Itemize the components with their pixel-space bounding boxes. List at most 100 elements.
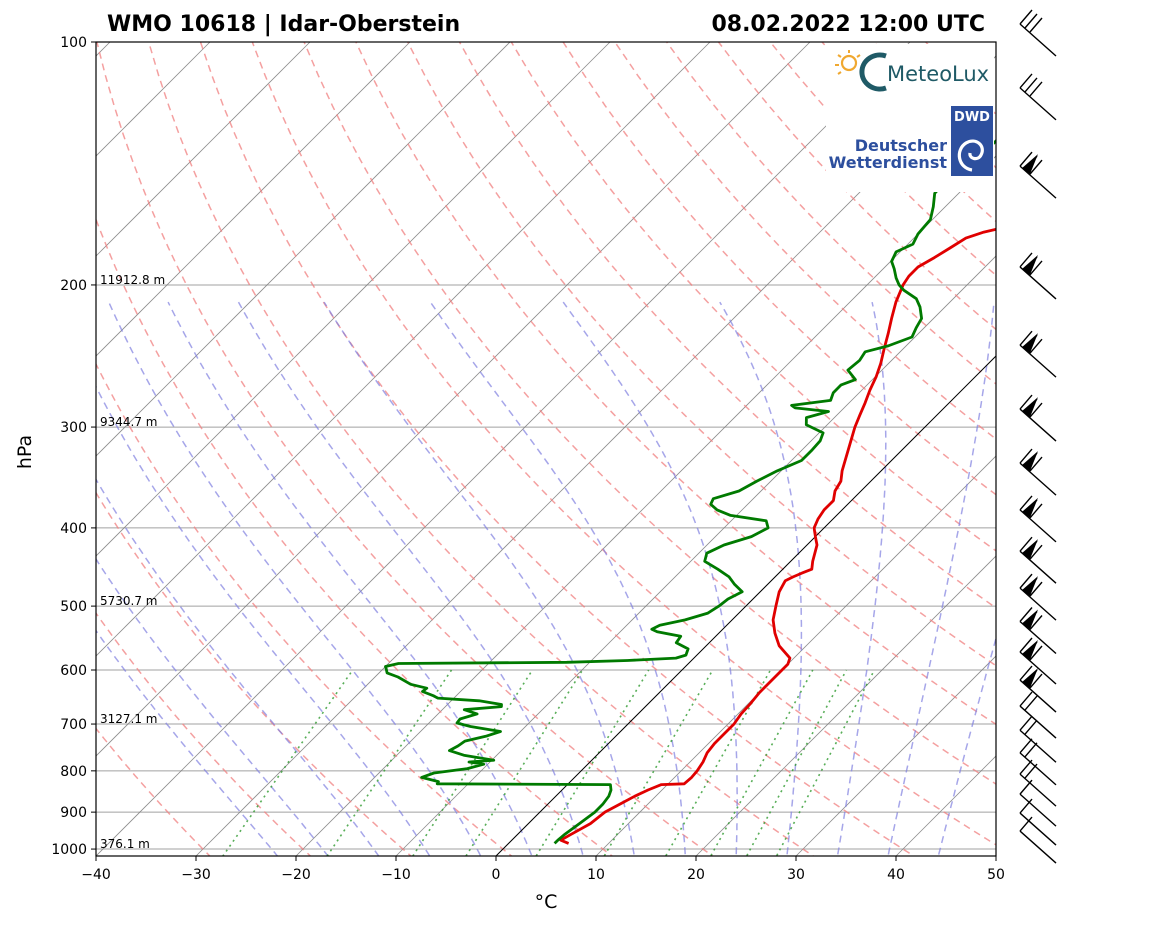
wind-barb — [1019, 607, 1057, 655]
moist-adiabat-line — [836, 301, 887, 856]
wind-barb-staff — [1019, 679, 1057, 713]
x-tick-label: −10 — [381, 867, 411, 883]
height-label: 11912.8 m — [100, 273, 165, 287]
wind-barb-staff — [1019, 705, 1057, 739]
dwd-logo: DWD Deutscher Wetterdienst — [829, 106, 993, 176]
sounding-profiles — [384, 138, 996, 845]
dry-adiabat-lines — [96, 42, 1160, 866]
wind-barb-feather — [1019, 394, 1033, 410]
isotherm-line — [96, 42, 711, 657]
wind-barb — [1019, 448, 1057, 496]
x-tick-label: 40 — [887, 867, 905, 883]
chart-title-datetime: 08.02.2022 12:00 UTC — [711, 12, 985, 37]
y-tick-label: 600 — [60, 663, 87, 679]
wind-barb — [1019, 252, 1057, 300]
dry-adiabat-line — [251, 42, 996, 846]
mixing-ratio-lines — [221, 669, 876, 856]
wind-barb-pennant — [1022, 333, 1038, 354]
wind-barb-feather — [1019, 738, 1033, 754]
wind-barb-feather — [1029, 615, 1043, 630]
x-tick-label: −30 — [181, 867, 211, 883]
wind-barb-staff — [1019, 793, 1057, 827]
wind-barb-feather — [1029, 503, 1043, 519]
isotherm-line — [695, 555, 996, 856]
wind-barb — [1019, 798, 1057, 846]
mixing-ratio-line — [603, 669, 714, 856]
wind-barb — [1019, 495, 1057, 543]
mixing-ratio-line — [745, 669, 848, 856]
wind-barb — [1019, 738, 1057, 786]
height-label: 5730.7 m — [100, 594, 158, 608]
dwd-name-line2: Wetterdienst — [829, 153, 948, 172]
wind-barb-feather — [1029, 456, 1043, 472]
wind-barb-feather — [1024, 695, 1038, 711]
height-label: 9344.7 m — [100, 415, 158, 429]
dry-adiabat-line — [1081, 42, 1160, 866]
y-tick-label: 500 — [60, 599, 87, 615]
wind-barb-pennant — [1022, 451, 1038, 472]
meteolux-ring-icon — [859, 52, 887, 92]
wind-barb — [1019, 536, 1057, 584]
mixing-ratio-line — [326, 669, 453, 856]
wind-barb — [1019, 73, 1057, 121]
wind-barb-feather — [1024, 719, 1038, 735]
wind-barb-staff — [1019, 462, 1057, 496]
dry-adiabat-line — [147, 42, 815, 856]
moist-adiabat-lines — [96, 301, 996, 856]
dry-adiabat-line — [199, 42, 916, 856]
dry-adiabat-line — [355, 42, 996, 726]
wind-barb-feather — [1019, 607, 1033, 622]
wind-barb-feather — [1024, 13, 1038, 29]
y-tick-label: 900 — [60, 805, 87, 821]
x-tick-label: 0 — [492, 867, 501, 883]
moist-adiabat-line — [562, 301, 738, 856]
wind-barb-feather — [1019, 816, 1033, 832]
sun-icon — [835, 50, 861, 75]
x-tick-label: −40 — [81, 867, 111, 883]
dry-adiabat-line — [96, 217, 614, 856]
moist-adiabat-line — [96, 557, 329, 856]
mixing-ratio-line — [535, 669, 650, 856]
zero-isotherm — [495, 355, 996, 856]
wind-barb-feather — [1019, 665, 1033, 681]
isotherm-line — [96, 42, 411, 357]
moist-adiabat-line — [719, 301, 803, 856]
x-axis-ticks: −40 −30 −20 −10 0 10 20 30 40 50 — [81, 856, 1005, 883]
dry-adiabat-line — [96, 362, 513, 856]
wind-barb-pennant — [1022, 497, 1038, 518]
wind-barb-feather — [1029, 81, 1043, 97]
moist-adiabat-line — [323, 301, 636, 856]
wind-barb-feather — [1029, 402, 1043, 418]
isotherm-line — [795, 655, 996, 856]
wind-barb — [1019, 573, 1057, 621]
dry-adiabat-line — [976, 42, 996, 62]
isotherm-line — [395, 255, 996, 856]
dwd-name-line1: Deutscher — [855, 136, 947, 155]
wind-barb — [1019, 394, 1057, 442]
dry-adiabat-line — [303, 42, 996, 785]
meteolux-wordmark: MeteoLux — [887, 62, 989, 86]
wind-barb-feather — [1029, 260, 1043, 276]
y-tick-label: 400 — [60, 521, 87, 537]
wind-barb — [1019, 9, 1057, 57]
isotherm-line — [995, 855, 996, 856]
moist-adiabat-line — [429, 301, 687, 856]
mixing-ratio-line — [775, 669, 876, 856]
wind-barb — [1019, 715, 1057, 763]
x-axis-label: °C — [535, 891, 558, 913]
wind-barb-feather — [1029, 581, 1043, 597]
dwd-spiral-icon — [957, 139, 984, 172]
wind-barb-feather — [1029, 17, 1043, 33]
meteolux-logo: MeteoLux — [835, 50, 989, 92]
x-tick-label: 10 — [587, 867, 605, 883]
wind-barb-staff — [1019, 729, 1057, 763]
y-tick-label: 200 — [60, 278, 87, 294]
moist-adiabat-line — [167, 301, 533, 856]
x-tick-label: 50 — [987, 867, 1005, 883]
wind-barb-staff — [1019, 550, 1057, 584]
wind-barb-feather — [1024, 77, 1038, 93]
wind-barb-feather — [1019, 637, 1033, 653]
dry-adiabat-line — [458, 42, 996, 609]
wind-barb-feather — [1019, 536, 1033, 552]
